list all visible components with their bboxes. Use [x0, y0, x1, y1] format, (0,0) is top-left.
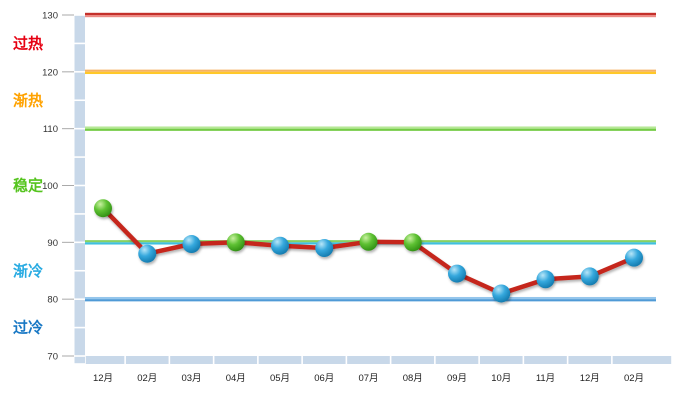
- x-axis-bar-segment: [479, 356, 523, 364]
- y-axis-bar-segment: [74, 44, 85, 72]
- x-axis-labels: 12月 02月 03月 04月 05月 06月 07月 08月 09月 10月 11月 12月 02月: [93, 373, 644, 384]
- zone-label-warming: 渐热: [13, 91, 43, 109]
- x-label-10: 11月: [536, 373, 555, 384]
- x-label-4: 05月: [270, 373, 290, 384]
- y-axis-ticks: 130 120 110 100 90 80 70: [42, 11, 74, 363]
- y-axis-bar-segment: [74, 299, 85, 327]
- x-label-8: 09月: [447, 373, 467, 384]
- data-point-04月-3[interactable]: [226, 233, 245, 252]
- zone-label-cooling: 渐冷: [13, 262, 43, 280]
- y-axis-bar: [74, 15, 85, 364]
- x-label-5: 06月: [314, 373, 334, 384]
- y-axis-bar-segment: [74, 72, 85, 100]
- y-axis-bar-segment: [74, 186, 85, 214]
- threshold-line-110-bottom: [85, 128, 656, 131]
- data-point-10月-9[interactable]: [492, 284, 511, 303]
- threshold-line-130-bottom: [85, 15, 656, 18]
- x-label-3: 04月: [226, 373, 246, 384]
- data-point-03月-2[interactable]: [182, 235, 201, 254]
- threshold-line-80-top: [85, 296, 656, 300]
- y-tick-label: 120: [42, 67, 58, 78]
- y-axis-bar-segment: [74, 271, 85, 299]
- x-axis-bar-segment: [612, 356, 672, 364]
- x-label-6: 07月: [358, 373, 378, 384]
- threshold-line-130-top: [85, 12, 656, 15]
- zone-label-overcooled: 过冷: [13, 319, 43, 337]
- x-axis-bar-segment: [391, 356, 435, 364]
- y-tick-label: 90: [47, 238, 58, 249]
- threshold-line-120-top: [85, 69, 656, 72]
- y-axis-bar-segment: [74, 129, 85, 157]
- y-tick-label: 110: [43, 124, 58, 135]
- x-label-7: 08月: [403, 373, 423, 384]
- threshold-line-110-top: [85, 126, 656, 129]
- data-point-12月-0[interactable]: [94, 199, 112, 218]
- data-point-02月-1[interactable]: [138, 244, 157, 263]
- data-point-12月-11[interactable]: [580, 267, 599, 286]
- x-axis-bar-segment: [524, 356, 567, 364]
- y-axis-bar-segment: [74, 101, 85, 128]
- data-point-11月-10[interactable]: [536, 270, 555, 289]
- y-axis-bar-segment: [74, 157, 85, 185]
- x-axis-bar-segment: [258, 356, 302, 364]
- threshold-lines: [85, 12, 656, 302]
- x-label-11: 12月: [580, 373, 600, 384]
- x-axis-bar: [85, 356, 672, 364]
- data-point-06月-5[interactable]: [315, 239, 334, 258]
- data-point-09月-8[interactable]: [448, 264, 466, 283]
- y-axis-bar-segment: [74, 214, 85, 242]
- x-axis-bar-segment: [347, 356, 390, 364]
- x-axis-bar-segment: [302, 356, 346, 364]
- data-point-05月-4[interactable]: [271, 236, 289, 255]
- x-label-1: 02月: [137, 373, 157, 384]
- y-tick-label: 70: [47, 352, 58, 363]
- series-markers: [94, 199, 643, 303]
- threshold-line-120-bottom: [85, 71, 656, 75]
- threshold-line-80-bottom: [85, 299, 656, 302]
- y-axis-bar-segment: [74, 243, 85, 270]
- zone-label-stable: 稳定: [13, 177, 43, 195]
- x-axis-bar-segment: [170, 356, 213, 364]
- x-label-2: 03月: [181, 373, 201, 384]
- zone-label-overheated: 过热: [13, 34, 43, 52]
- x-axis-bar-segment: [435, 356, 479, 364]
- x-label-0: 12月: [93, 373, 113, 384]
- data-point-02月-12[interactable]: [625, 248, 643, 267]
- data-point-08月-7[interactable]: [403, 233, 422, 252]
- x-axis-bar-segment: [568, 356, 612, 364]
- y-tick-label: 80: [47, 295, 58, 306]
- y-axis-bar-segment: [74, 356, 85, 364]
- y-tick-label: 100: [42, 181, 58, 192]
- x-axis-bar-segment: [85, 356, 125, 364]
- y-axis-bar-segment: [74, 15, 85, 43]
- x-label-9: 10月: [491, 373, 511, 384]
- data-point-07月-6[interactable]: [359, 232, 378, 251]
- x-label-12: 02月: [624, 373, 644, 384]
- x-axis-bar-segment: [214, 356, 258, 364]
- x-axis-bar-segment: [125, 356, 169, 364]
- y-tick-label: 130: [42, 11, 58, 22]
- y-axis-bar-segment: [74, 328, 85, 356]
